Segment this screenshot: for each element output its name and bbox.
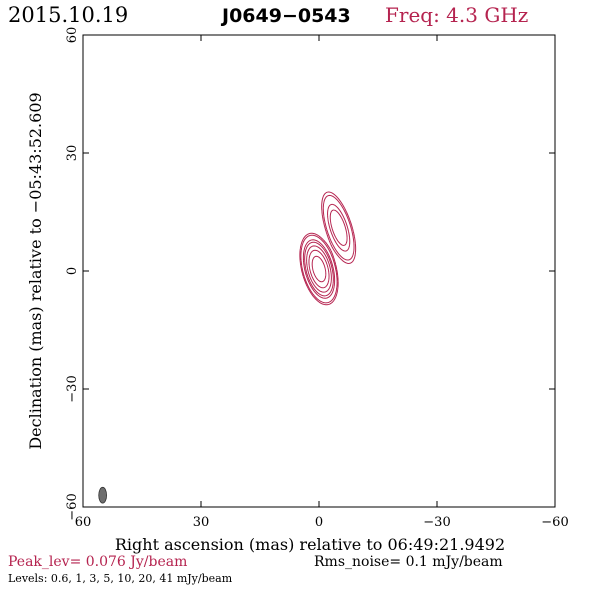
beam-shape (98, 486, 107, 504)
plot-frame (82, 34, 556, 508)
y-tick-label-4: 60 (65, 27, 80, 44)
contour-level-4 (306, 245, 332, 293)
source-name: J0649−0543 (220, 5, 351, 27)
y-tick-label-3: 30 (65, 145, 80, 162)
y-tick-label-2: 0 (65, 267, 80, 275)
rms-noise: Rms_noise= 0.1 mJy/beam (314, 554, 503, 570)
x-tick-label-2: 0 (315, 515, 323, 530)
y-tick-labels: −60 −30 0 30 60 (65, 27, 80, 521)
beam-ellipse (98, 486, 107, 504)
frequency-label: Freq: 4.3 GHz (385, 3, 528, 27)
x-tick-label-1: 30 (193, 515, 210, 530)
x-tick-label-0: 60 (75, 515, 92, 530)
contour-level-6 (311, 255, 327, 283)
contour-level-0 (299, 191, 357, 306)
peak-level: Peak_lev= 0.076 Jy/beam (8, 554, 187, 570)
contour-level-5 (308, 249, 330, 289)
x-tick-label-3: −30 (423, 515, 450, 530)
contour-lines (299, 191, 357, 306)
x-tick-labels: 60 30 0 −30 −60 (75, 515, 569, 530)
contour-level-1 (300, 194, 355, 304)
y-axis-label: Declination (mas) relative to −05:43:52.… (26, 92, 45, 449)
contour-level-3 (304, 209, 348, 297)
observation-date: 2015.10.19 (8, 3, 128, 27)
y-tick-label-1: −30 (65, 375, 80, 402)
axis-ticks (82, 34, 556, 508)
x-tick-label-4: −60 (541, 515, 568, 530)
contour-levels: Levels: 0.6, 1, 3, 5, 10, 20, 41 mJy/bea… (8, 572, 233, 585)
y-tick-label-0: −60 (65, 493, 80, 520)
x-axis-label: Right ascension (mas) relative to 06:49:… (115, 535, 505, 554)
contour-level-2 (302, 203, 351, 299)
